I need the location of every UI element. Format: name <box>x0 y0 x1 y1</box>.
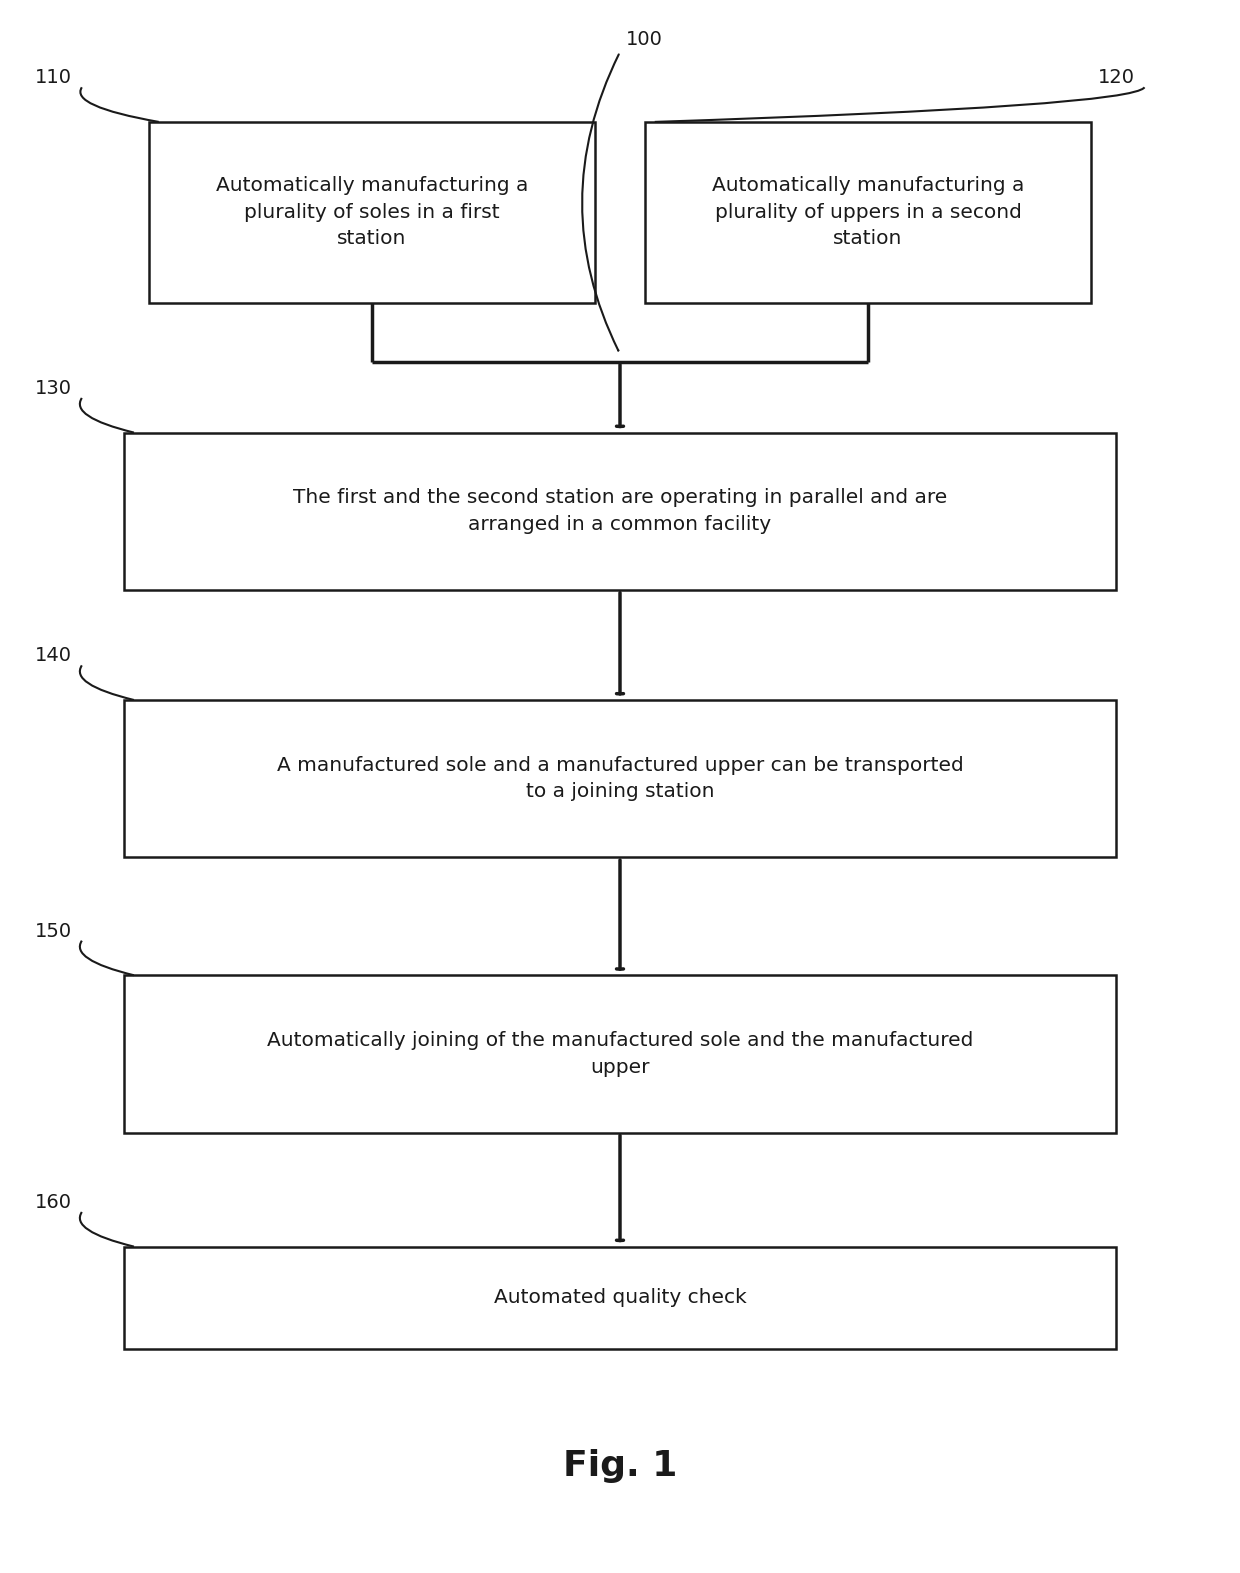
FancyBboxPatch shape <box>124 700 1116 857</box>
FancyBboxPatch shape <box>149 123 595 302</box>
FancyArrowPatch shape <box>582 55 619 351</box>
Text: 150: 150 <box>35 922 72 941</box>
Text: Fig. 1: Fig. 1 <box>563 1449 677 1483</box>
Text: The first and the second station are operating in parallel and are
arranged in a: The first and the second station are ope… <box>293 489 947 533</box>
Text: 130: 130 <box>35 379 72 398</box>
Text: Automatically manufacturing a
plurality of uppers in a second
station: Automatically manufacturing a plurality … <box>712 176 1024 249</box>
FancyBboxPatch shape <box>124 1246 1116 1350</box>
Text: 120: 120 <box>1097 68 1135 88</box>
FancyBboxPatch shape <box>124 975 1116 1133</box>
Text: 160: 160 <box>35 1192 72 1213</box>
Text: A manufactured sole and a manufactured upper can be transported
to a joining sta: A manufactured sole and a manufactured u… <box>277 757 963 801</box>
Text: 140: 140 <box>35 647 72 665</box>
Text: 110: 110 <box>35 68 72 88</box>
Text: Automated quality check: Automated quality check <box>494 1288 746 1307</box>
FancyBboxPatch shape <box>645 123 1091 302</box>
Text: 100: 100 <box>626 30 663 49</box>
Text: Automatically joining of the manufactured sole and the manufactured
upper: Automatically joining of the manufacture… <box>267 1032 973 1076</box>
FancyBboxPatch shape <box>124 433 1116 590</box>
Text: Automatically manufacturing a
plurality of soles in a first
station: Automatically manufacturing a plurality … <box>216 176 528 249</box>
